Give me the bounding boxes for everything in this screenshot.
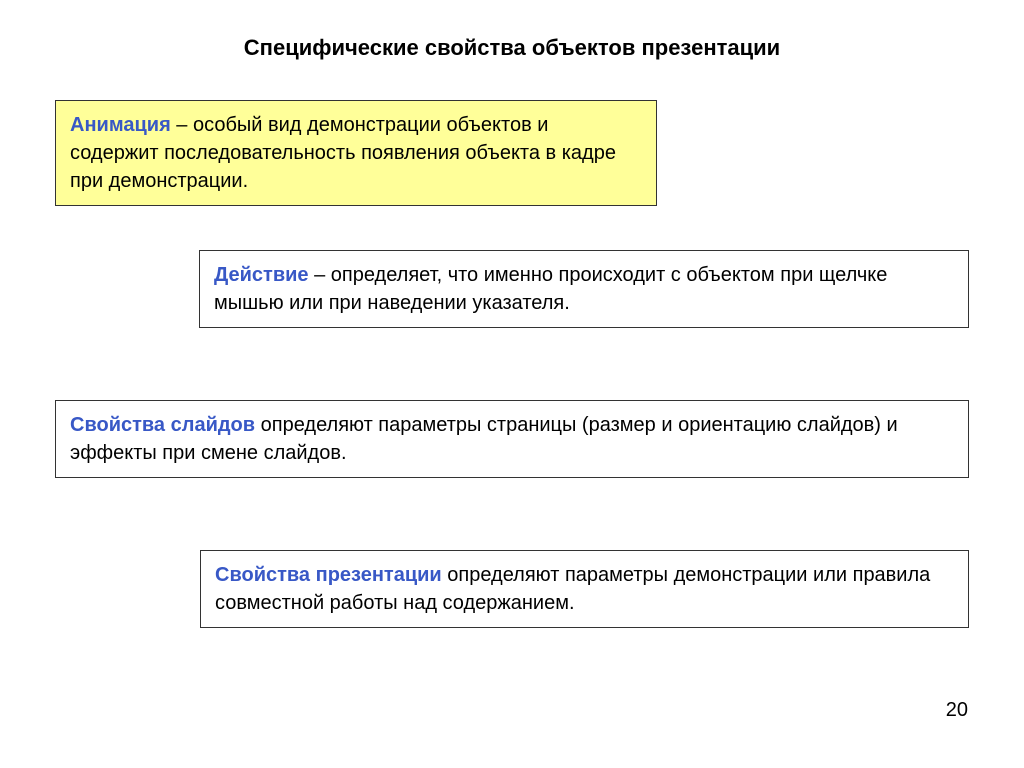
- term-action: Действие: [214, 264, 309, 286]
- definition-box-slide-properties: Свойства слайдов определяют параметры ст…: [55, 400, 969, 478]
- text-action: – определяет, что именно происходит с об…: [214, 264, 887, 314]
- term-presentation-properties: Свойства презентации: [215, 564, 442, 586]
- page-number: 20: [946, 699, 968, 722]
- term-slide-properties: Свойства слайдов: [70, 414, 255, 436]
- slide-title: Специфические свойства объектов презента…: [0, 35, 1024, 61]
- definition-box-presentation-properties: Свойства презентации определяют параметр…: [200, 550, 969, 628]
- definition-box-action: Действие – определяет, что именно происх…: [199, 250, 969, 328]
- definition-box-animation: Анимация – особый вид демонстрации объек…: [55, 100, 657, 206]
- term-animation: Анимация: [70, 114, 171, 136]
